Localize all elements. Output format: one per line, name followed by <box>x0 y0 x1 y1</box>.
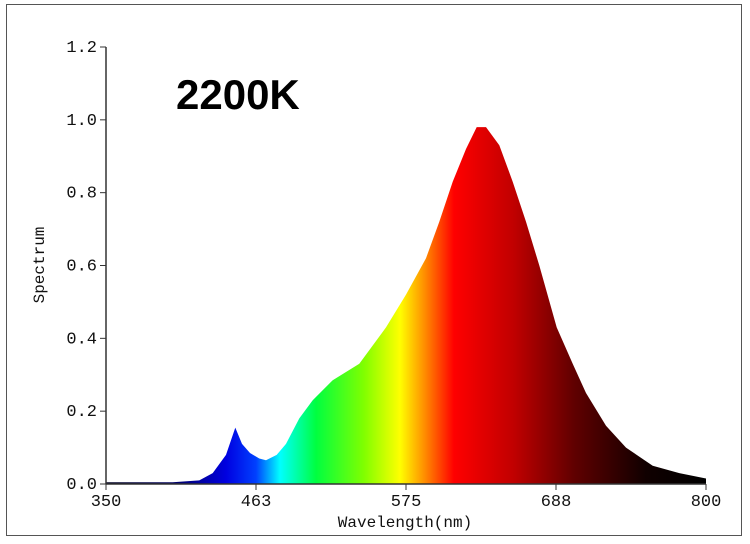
x-tick-label: 800 <box>691 493 722 512</box>
y-axis-label: Spectrum <box>31 227 49 304</box>
chart-title: 2200K <box>176 71 300 118</box>
y-tick-label: 0.6 <box>66 258 97 277</box>
y-tick-label: 1.0 <box>66 112 97 131</box>
x-tick-label: 463 <box>241 493 272 512</box>
y-tick-label: 1.2 <box>66 39 97 58</box>
y-tick-label: 0.4 <box>66 330 97 349</box>
spectrum-area <box>106 127 706 484</box>
y-tick-label: 0.0 <box>66 476 97 495</box>
y-tick-label: 0.8 <box>66 185 97 204</box>
x-tick-label: 575 <box>391 493 422 512</box>
x-axis-label: Wavelength(nm) <box>338 514 472 532</box>
chart-frame <box>6 4 742 536</box>
x-tick-label: 688 <box>541 493 572 512</box>
y-tick-label: 0.2 <box>66 403 97 422</box>
x-tick-label: 350 <box>91 493 122 512</box>
